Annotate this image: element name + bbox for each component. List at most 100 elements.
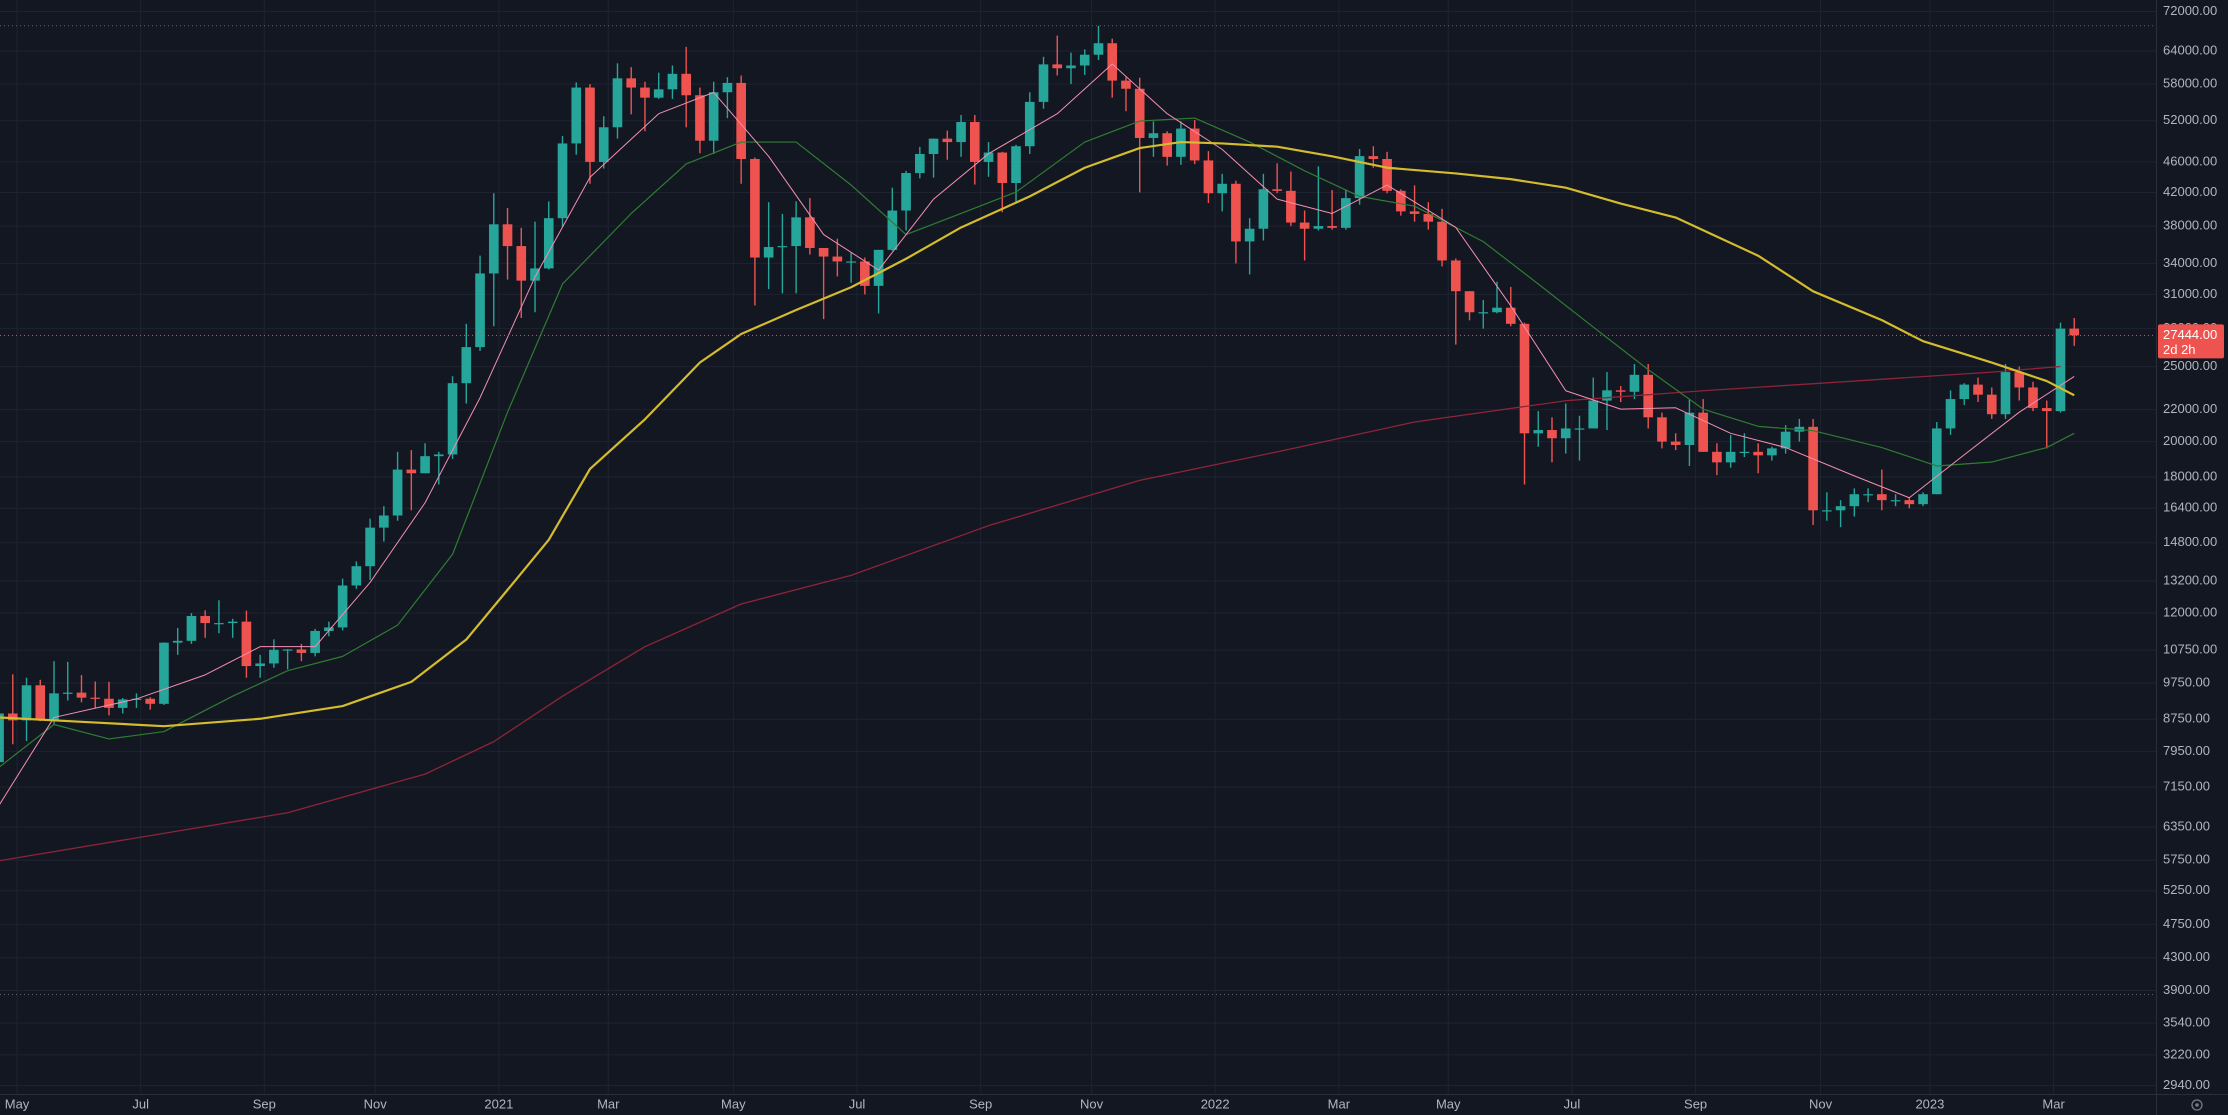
candle-body: [2069, 328, 2080, 336]
candle-body: [1753, 451, 1763, 456]
candle-body: [1464, 291, 1475, 313]
candle-body: [337, 585, 348, 628]
plot-area: [0, 0, 2156, 1094]
candle-body: [420, 456, 430, 474]
y-tick-label: 42000.00: [2163, 184, 2217, 199]
candle-body: [379, 515, 389, 528]
candle-body: [2014, 372, 2025, 388]
candle-body: [1368, 156, 1379, 160]
candle-body: [1299, 222, 1310, 229]
candle-body: [200, 615, 210, 624]
candle-body: [1505, 307, 1516, 324]
candle-body: [2000, 372, 2011, 415]
y-tick-label: 7150.00: [2163, 778, 2210, 793]
y-tick-label: 3220.00: [2163, 1046, 2210, 1061]
candle-body: [1354, 156, 1365, 199]
price-axis-panel: [2156, 0, 2228, 1115]
candle-body: [1986, 394, 1997, 415]
y-tick-label: 10750.00: [2163, 642, 2217, 657]
candle-body: [186, 615, 197, 641]
candle-body: [1148, 133, 1159, 138]
settings-gear-center[interactable]: [2195, 1103, 2199, 1107]
candle-body: [777, 246, 788, 248]
candle-body: [1409, 211, 1420, 214]
candle-body: [117, 699, 128, 708]
settings-icon[interactable]: [2191, 1099, 2203, 1111]
candle-body: [722, 82, 733, 93]
candle-body: [1945, 399, 1956, 429]
candle-body: [447, 383, 458, 455]
y-tick-label: 4750.00: [2163, 916, 2210, 931]
candle-body: [1396, 190, 1406, 212]
candle-body: [310, 630, 320, 653]
candle-body: [1890, 500, 1901, 502]
candle-body: [434, 454, 444, 457]
candle-body: [1286, 190, 1296, 223]
candle-body: [1093, 43, 1104, 55]
y-tick-label: 22000.00: [2163, 401, 2217, 416]
candle-body: [1258, 189, 1269, 229]
candle-body: [805, 217, 815, 248]
candle-body: [1024, 101, 1035, 147]
candle-body: [1313, 226, 1324, 229]
candle-body: [1038, 64, 1049, 102]
candle-body: [983, 152, 994, 162]
candle-body: [1450, 260, 1461, 292]
x-tick-label: Nov: [1080, 1096, 1104, 1111]
candle-body: [653, 89, 664, 98]
candle-body: [832, 256, 843, 262]
last-price-label: 27444.00: [2163, 327, 2217, 342]
candle-body: [1547, 430, 1557, 439]
candle-body: [1904, 500, 1915, 505]
candle-body: [1725, 451, 1736, 463]
candle-body: [461, 347, 472, 384]
moving-average-line: [0, 365, 2061, 862]
candle-body: [750, 159, 760, 258]
settings-gear[interactable]: [2191, 1099, 2203, 1111]
candle-body: [1808, 426, 1818, 511]
candle-body: [1670, 441, 1681, 445]
candle-body: [1698, 412, 1708, 452]
candle-body: [969, 122, 980, 162]
candle-body: [1780, 431, 1791, 449]
candle-body: [365, 527, 375, 567]
y-tick-label: 4300.00: [2163, 949, 2210, 964]
candle-body: [351, 566, 362, 586]
candle-body: [1767, 448, 1777, 456]
candle-body: [1973, 384, 1983, 395]
candle-body: [860, 261, 870, 286]
y-tick-label: 64000.00: [2163, 42, 2217, 57]
candle-body: [997, 152, 1008, 183]
candle-body: [1560, 428, 1571, 439]
x-tick-label: Nov: [364, 1096, 388, 1111]
candle-body: [1327, 226, 1337, 228]
candle-body: [1835, 506, 1846, 511]
y-tick-label: 34000.00: [2163, 255, 2217, 270]
x-tick-label: Mar: [597, 1096, 620, 1111]
candle-body: [1134, 88, 1145, 138]
y-tick-label: 20000.00: [2163, 433, 2217, 448]
candle-body: [49, 693, 59, 721]
last-price-tag: [2158, 324, 2224, 359]
y-tick-label: 58000.00: [2163, 76, 2217, 91]
candle-body: [681, 73, 691, 96]
candle-body: [585, 87, 595, 162]
candle-body: [791, 217, 801, 247]
candle-body: [763, 247, 774, 258]
candle-body: [76, 692, 87, 698]
y-tick-label: 3900.00: [2163, 982, 2210, 997]
candle-body: [1121, 80, 1131, 89]
candle-body: [1533, 430, 1544, 434]
candle-body: [626, 78, 637, 88]
candle-body: [21, 685, 32, 721]
candle-body: [296, 649, 307, 653]
candle-body: [62, 692, 73, 694]
candle-body: [543, 218, 554, 269]
x-tick-label: Mar: [1328, 1096, 1351, 1111]
candle-body: [612, 78, 623, 128]
moving-average-line: [0, 117, 2075, 768]
candle-body: [1423, 213, 1434, 222]
candle-body: [255, 663, 265, 667]
